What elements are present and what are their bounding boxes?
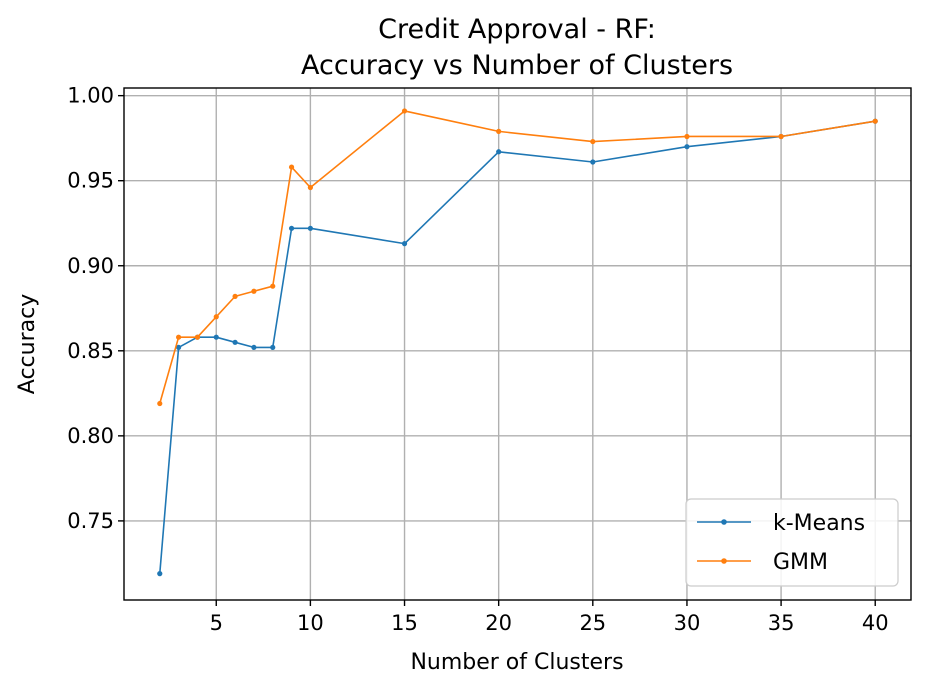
ticks: 5 10 15 20 25 30 35 40 0.75 0.80 0.85 0.90 0.95 1.00	[67, 84, 888, 635]
y-tick-label: 1.00	[67, 84, 114, 108]
x-tick-label: 20	[485, 611, 512, 635]
data-point-k-means	[684, 144, 690, 150]
data-point-gmm	[590, 138, 596, 145]
data-point-gmm	[232, 293, 238, 299]
data-point-gmm	[176, 334, 182, 340]
y-axis-label: Accuracy	[15, 294, 40, 394]
data-point-k-means	[401, 241, 408, 247]
data-point-gmm	[684, 133, 690, 140]
data-point-k-means	[288, 225, 295, 231]
data-point-k-means	[213, 334, 219, 340]
plot-frame	[123, 87, 912, 601]
data-point-gmm	[401, 108, 408, 114]
data-point-k-means	[270, 344, 276, 351]
y-tick-label: 0.85	[67, 339, 114, 363]
data-point-gmm	[157, 400, 163, 407]
data-point-k-means	[590, 159, 596, 165]
x-tick-label: 40	[862, 611, 889, 635]
data-point-k-means	[176, 344, 182, 351]
data-point-gmm	[270, 283, 276, 289]
grid	[124, 88, 911, 600]
series	[157, 108, 878, 577]
data-point-gmm	[288, 164, 295, 170]
data-point-k-means	[496, 149, 502, 155]
y-tick-label: 0.95	[67, 169, 114, 193]
data-point-k-means	[232, 339, 238, 345]
y-tick-label: 0.80	[67, 424, 114, 448]
x-axis-label: Number of Clusters	[410, 650, 623, 675]
legend-label-kmeans: k-Means	[773, 511, 865, 536]
x-tick-label: 15	[391, 611, 418, 635]
chart-title-line1: Credit Approval - RF:	[378, 14, 656, 45]
data-point-gmm	[872, 118, 878, 124]
data-point-gmm	[496, 128, 502, 134]
data-point-k-means	[157, 571, 163, 577]
legend: k-Means GMM	[685, 498, 899, 587]
x-tick-label: 35	[768, 611, 795, 635]
data-point-gmm	[194, 334, 201, 340]
data-point-k-means	[307, 225, 313, 231]
chart-title-line2: Accuracy vs Number of Clusters	[301, 50, 733, 81]
x-tick-label: 5	[210, 611, 223, 635]
legend-label-gmm: GMM	[773, 550, 828, 575]
x-tick-label: 25	[579, 611, 606, 635]
y-tick-label: 0.90	[67, 254, 114, 278]
legend-marker-gmm	[721, 558, 727, 564]
x-tick-label: 10	[297, 611, 324, 635]
data-point-gmm	[778, 133, 784, 140]
legend-box	[685, 498, 899, 587]
data-point-gmm	[251, 288, 257, 294]
data-point-gmm	[213, 314, 219, 320]
y-tick-label: 0.75	[67, 509, 114, 533]
legend-marker-kmeans	[721, 519, 727, 525]
x-tick-label: 30	[674, 611, 701, 635]
data-point-gmm	[307, 184, 313, 191]
data-point-k-means	[251, 344, 257, 351]
